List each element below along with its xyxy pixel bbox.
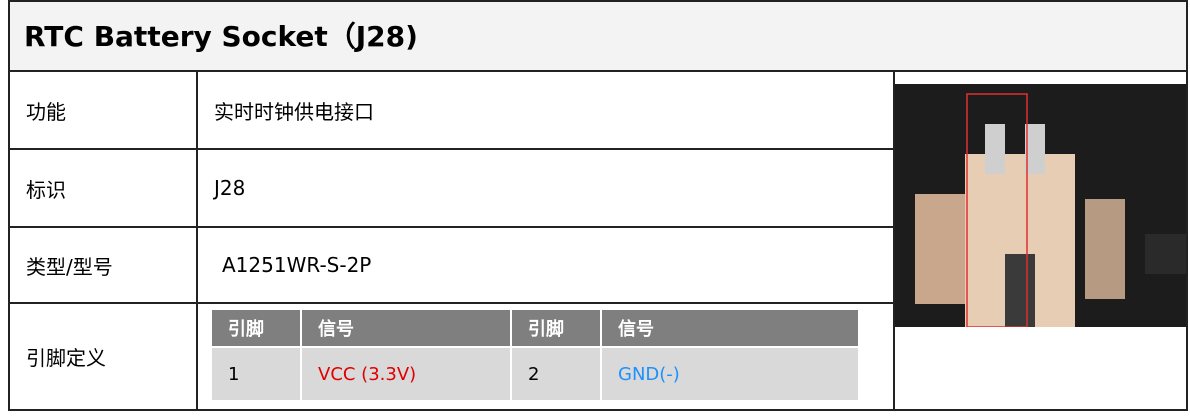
- pin-signal: VCC (3.3V): [302, 348, 510, 400]
- row-value: 实时时钟供电接口: [198, 72, 895, 150]
- pin-cell: [198, 304, 895, 409]
- row-label: 类型/型号: [10, 228, 198, 304]
- pin-cell: 2: [512, 348, 600, 400]
- pin-header: 引脚: [212, 310, 300, 346]
- row-label: 引脚定义: [10, 304, 198, 409]
- pin-header: 信号: [302, 310, 510, 346]
- pin-cell: 1: [212, 348, 300, 400]
- pin-header: 信号: [602, 310, 858, 346]
- title: RTC Battery Socket（J28): [10, 2, 1186, 72]
- spec-table: RTC Battery Socket（J28) 功能 实时时钟供电接口 标识 J…: [8, 0, 1188, 411]
- row-label: 标识: [10, 150, 198, 228]
- pin-header: 引脚: [512, 310, 600, 346]
- row-label: 功能: [10, 72, 198, 150]
- row-value: J28: [198, 150, 895, 228]
- row-value: A1251WR-S-2P: [198, 228, 895, 304]
- pin-signal: GND(-): [602, 348, 858, 400]
- connector-photo: [895, 84, 1186, 327]
